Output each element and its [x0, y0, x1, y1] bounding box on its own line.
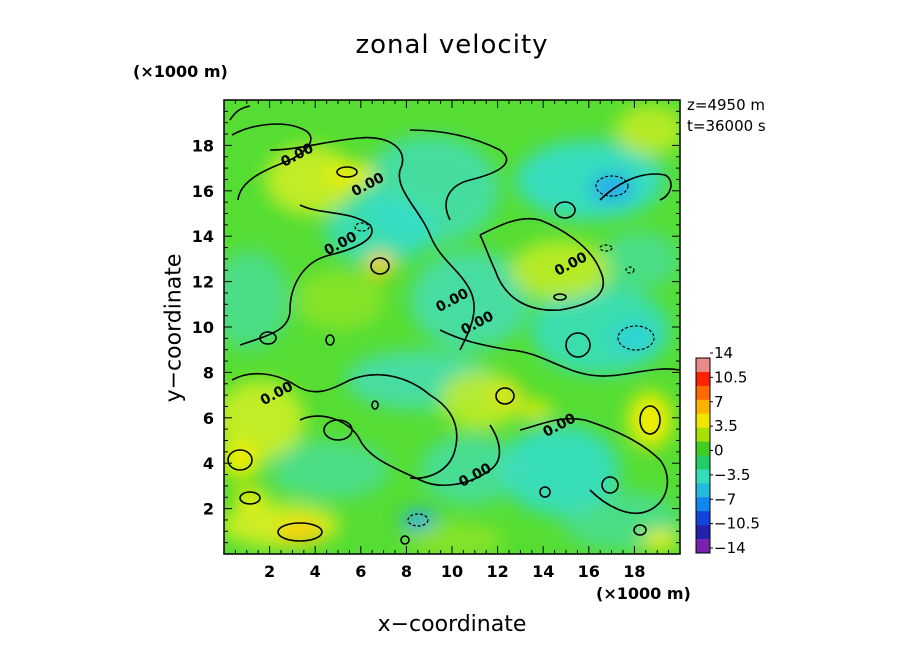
- colorbar-swatch: [696, 469, 710, 484]
- x-tick-label: 4: [310, 562, 321, 581]
- contour-line: [336, 166, 358, 178]
- colorbar-swatch: [696, 371, 710, 387]
- x-tick-label: 14: [532, 562, 554, 581]
- contour-line: [539, 486, 551, 498]
- contour-line: [269, 136, 475, 351]
- colorbar-swatch: [696, 358, 710, 373]
- colorbar-label: −7: [714, 490, 736, 508]
- contour-line: [323, 419, 353, 441]
- colorbar-labels: 14 10.5 7 3.5 0 −3.5 −7 −10.5 −14: [714, 344, 760, 557]
- x-axis-label: x−coordinate: [377, 612, 527, 637]
- colorbar-swatch: [696, 497, 710, 512]
- contour-line: [633, 524, 647, 536]
- x-axis-unit: (×1000 m): [596, 584, 691, 603]
- contour-line: [625, 266, 635, 274]
- contour-line: [239, 204, 373, 346]
- y-tick-label: 18: [192, 136, 214, 155]
- x-tick-label: 12: [486, 562, 508, 581]
- contour-line: [371, 400, 379, 410]
- contour-line: [227, 449, 253, 471]
- contour-line: [553, 293, 567, 301]
- colorbar-label: 3.5: [714, 417, 738, 435]
- colorbar-label: 0: [714, 442, 724, 460]
- y-tick-label: 10: [192, 318, 214, 337]
- axis-ticks: [223, 99, 681, 555]
- heatmap-field: [224, 100, 680, 554]
- contour-line: [231, 123, 312, 201]
- y-tick-label: 8: [203, 363, 214, 382]
- y-tick-label: 6: [203, 409, 214, 428]
- negative-contours: [354, 175, 655, 527]
- x-tick-label: 10: [441, 562, 463, 581]
- x-tick-label: 2: [264, 562, 275, 581]
- colorbar-label: −3.5: [714, 466, 750, 484]
- contour-line: [439, 329, 680, 377]
- contour-line: [231, 372, 458, 479]
- y-tick-label: 16: [192, 182, 214, 201]
- contour-line: [479, 217, 605, 311]
- y-tick-labels: 2 4 6 8 10 12 14 16 18: [192, 136, 214, 518]
- contour-line: [239, 491, 261, 505]
- colorbar-swatch: [696, 455, 710, 470]
- colorbar-swatch: [696, 441, 710, 456]
- contour-line: [599, 244, 613, 252]
- colorbar-swatch: [696, 399, 710, 415]
- y-tick-label: 2: [203, 500, 214, 519]
- contour-line: [325, 334, 335, 346]
- time-annotation: t=36000 s: [687, 117, 766, 135]
- contour-line: [370, 257, 390, 275]
- colorbar-swatch: [696, 539, 710, 554]
- colorbar-label: 7: [714, 393, 724, 411]
- contour-line: [565, 332, 591, 358]
- y-axis-unit: (×1000 m): [133, 62, 228, 81]
- x-tick-label: 6: [355, 562, 366, 581]
- contour-line: [277, 522, 323, 542]
- x-tick-label: 18: [623, 562, 645, 581]
- x-tick-label: 8: [401, 562, 412, 581]
- colorbar-swatch: [696, 525, 710, 540]
- colorbar-swatch: [696, 427, 710, 442]
- colorbar-swatch: [696, 385, 710, 401]
- x-tick-labels: 2 4 6 8 10 12 14 16 18: [264, 562, 646, 581]
- contour-line: [617, 325, 655, 351]
- colorbar-swatch: [696, 483, 710, 498]
- contour-line: [554, 201, 576, 219]
- colorbar-label: −10.5: [714, 515, 760, 533]
- colorbar-label: −14: [714, 539, 746, 557]
- contour-line: [409, 129, 508, 221]
- contour-line: [400, 535, 410, 545]
- contour-line: [495, 387, 515, 405]
- contour-line: [599, 173, 672, 201]
- x-tick-label: 16: [578, 562, 600, 581]
- chart-title: zonal velocity: [355, 30, 549, 60]
- height-annotation: z=4950 m: [687, 96, 765, 114]
- contour-line: [354, 222, 370, 232]
- contour-line: [299, 415, 501, 486]
- colorbar-swatch: [696, 413, 710, 428]
- colorbar: [695, 352, 713, 554]
- contour-line: [595, 175, 629, 197]
- contour-line: [519, 417, 669, 515]
- colorbar-frame: [695, 357, 711, 554]
- contour-line: [407, 513, 429, 527]
- contour-line: [229, 105, 251, 121]
- y-tick-label: 4: [203, 454, 214, 473]
- y-tick-label: 14: [192, 227, 214, 246]
- y-tick-label: 12: [192, 273, 214, 292]
- contour-line: [259, 331, 277, 345]
- contour-line: [639, 405, 661, 435]
- colorbar-label: 14: [714, 344, 733, 362]
- contour-lines: [227, 105, 680, 545]
- colorbar-label: 10.5: [714, 368, 747, 386]
- colorbar-swatch: [696, 511, 710, 526]
- contour-line: [601, 476, 619, 494]
